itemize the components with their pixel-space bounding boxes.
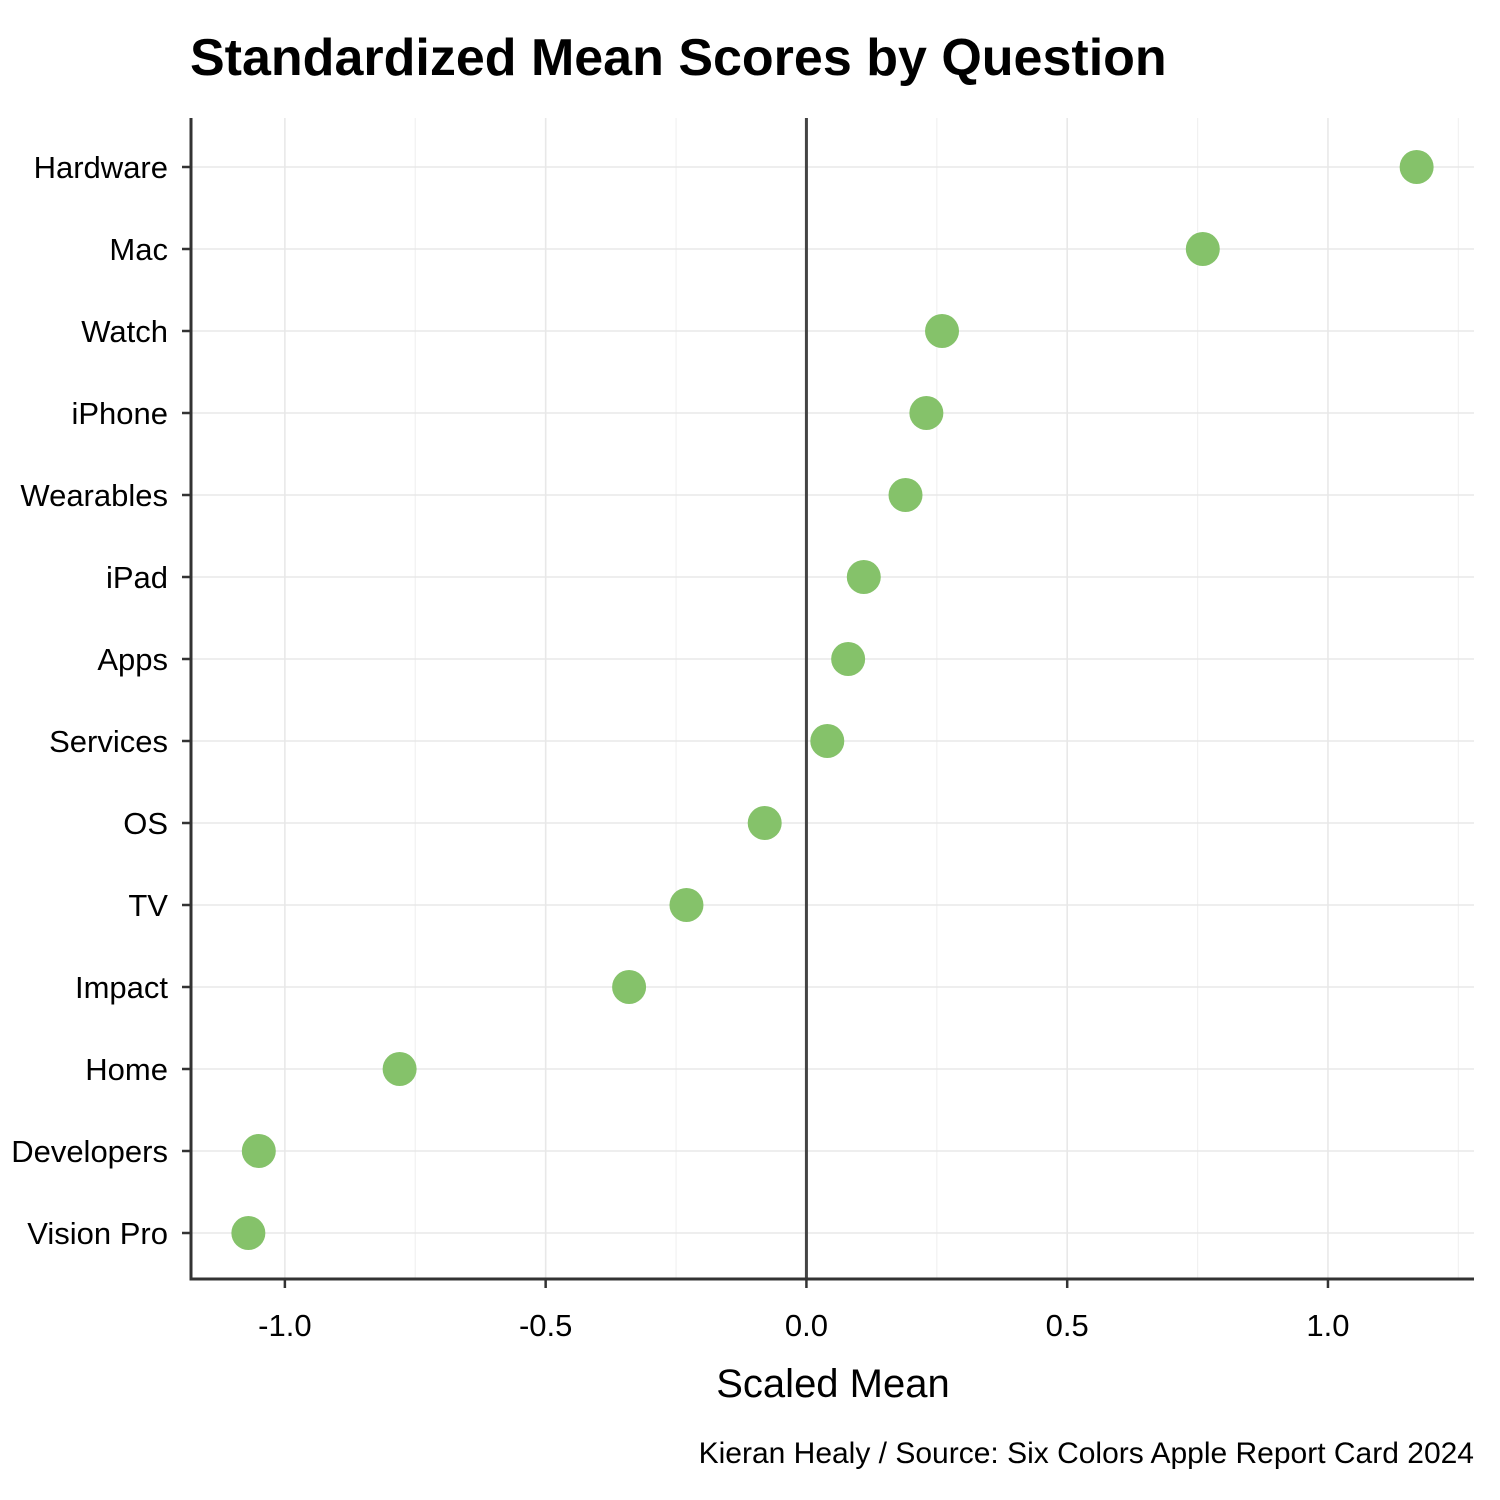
- x-tick-label: 1.0: [1306, 1308, 1349, 1343]
- chart-caption: Kieran Healy / Source: Six Colors Apple …: [699, 1437, 1474, 1470]
- grid-lines: [191, 118, 1474, 1279]
- y-tick-label: OS: [123, 806, 168, 841]
- y-tick-label: Mac: [109, 232, 168, 267]
- y-tick-label: iPhone: [71, 396, 168, 431]
- x-axis-tick-labels: -1.0 -0.5 0.0 0.5 1.0: [258, 1308, 1349, 1343]
- x-axis-title: Scaled Mean: [716, 1362, 949, 1406]
- data-point: [669, 888, 704, 922]
- chart-title: Standardized Mean Scores by Question: [190, 29, 1167, 87]
- y-tick-label: Services: [49, 724, 168, 759]
- y-tick-label: Watch: [81, 314, 168, 349]
- data-point: [382, 1052, 417, 1086]
- data-point: [888, 478, 923, 512]
- x-tick-label: 0.0: [785, 1308, 828, 1343]
- y-tick-label: Vision Pro: [27, 1216, 168, 1251]
- y-tick-label: iPad: [106, 560, 168, 595]
- data-point: [909, 396, 944, 430]
- data-point: [231, 1216, 266, 1250]
- data-point: [810, 724, 845, 758]
- data-point: [612, 970, 647, 1004]
- data-point: [831, 642, 866, 676]
- x-tick-label: -1.0: [258, 1308, 311, 1343]
- data-point: [925, 314, 960, 348]
- y-tick-label: Apps: [97, 642, 168, 677]
- y-axis-tick-labels: Hardware Mac Watch iPhone Wearables iPad Apps S…: [11, 150, 168, 1251]
- y-tick-label: Hardware: [34, 150, 168, 185]
- y-tick-label: Wearables: [20, 478, 168, 513]
- data-point: [1185, 232, 1220, 266]
- data-point: [747, 806, 782, 840]
- y-tick-label: Developers: [11, 1134, 168, 1169]
- y-tick-label: Impact: [75, 970, 168, 1005]
- data-point: [1399, 150, 1434, 184]
- data-points: [231, 150, 1434, 1250]
- x-tick-label: -0.5: [519, 1308, 572, 1343]
- y-tick-label: TV: [128, 888, 168, 923]
- y-tick-label: Home: [85, 1052, 168, 1087]
- x-tick-label: 0.5: [1046, 1308, 1089, 1343]
- axes: [182, 118, 1474, 1288]
- data-point: [241, 1134, 276, 1168]
- data-point: [846, 560, 881, 594]
